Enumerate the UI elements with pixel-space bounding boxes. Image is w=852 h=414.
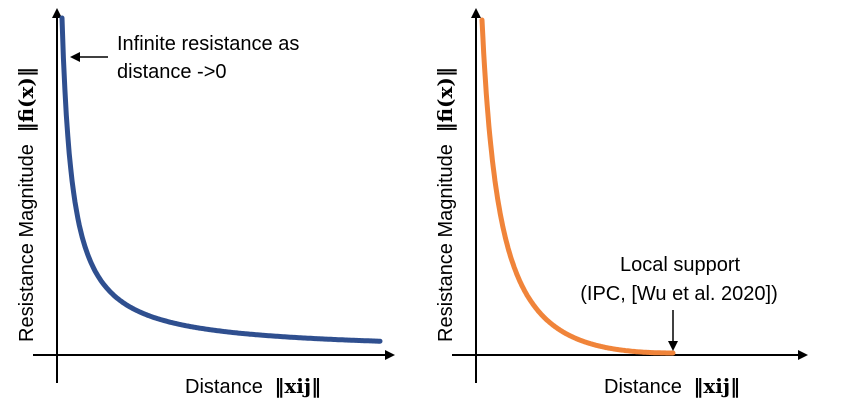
chart-left-x-label-math: ‖xij‖ (274, 374, 321, 398)
chart-right-curve (479, 17, 676, 356)
chart-right-y-label: Resistance Magnitude ‖fi(x)‖ (433, 67, 457, 342)
chart-left-y-label-prefix: Resistance Magnitude (16, 144, 38, 342)
chart-left-annotation-line1: Infinite resistance as (117, 33, 299, 55)
chart-right-annotation-line1: Local support (620, 254, 741, 276)
chart-left-x-label-prefix: Distance (185, 376, 263, 398)
chart-left-annotation-line2: distance ->0 (117, 61, 227, 83)
chart-right-x-label: Distance ‖xij‖ (604, 374, 740, 398)
chart-right-annotation-line2: (IPC, [Wu et al. 2020]) (580, 283, 778, 305)
chart-right-x-label-prefix: Distance (604, 376, 682, 398)
chart-left: Resistance Magnitude ‖fi(x)‖ Distance ‖x… (14, 8, 395, 398)
chart-left-curve (59, 15, 383, 344)
chart-left-y-label: Resistance Magnitude ‖fi(x)‖ (14, 67, 38, 342)
chart-left-x-label: Distance ‖xij‖ (185, 374, 321, 398)
chart-right-y-label-prefix: Resistance Magnitude (435, 144, 457, 342)
chart-left-y-label-math: ‖fi(x)‖ (14, 67, 38, 132)
chart-right-y-label-math: ‖fi(x)‖ (433, 67, 457, 132)
chart-right-x-label-math: ‖xij‖ (693, 374, 740, 398)
chart-right: Resistance Magnitude ‖fi(x)‖ Distance ‖x… (433, 8, 808, 398)
